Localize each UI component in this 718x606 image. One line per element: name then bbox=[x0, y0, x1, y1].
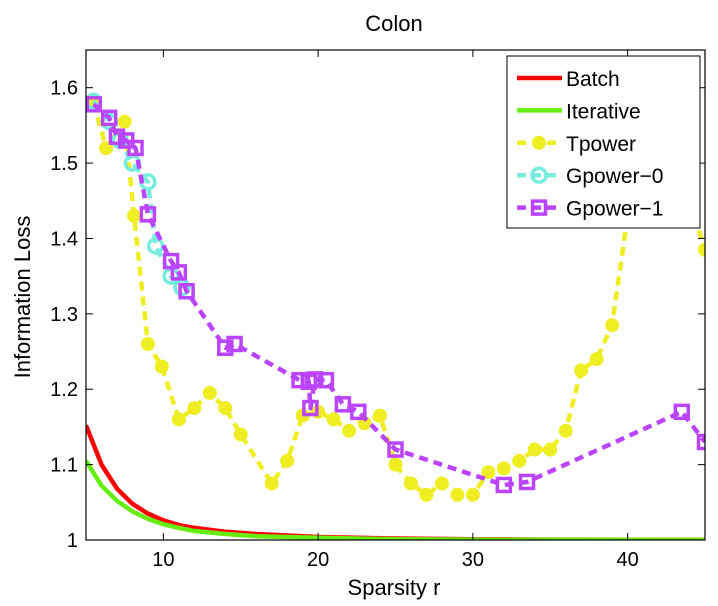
legend-label-gpower-1: Gpower−1 bbox=[566, 198, 663, 221]
y-tick-label: 1.5 bbox=[50, 153, 78, 175]
data-point-tpower bbox=[117, 114, 132, 129]
legend-label-gpower-0: Gpower−0 bbox=[566, 165, 663, 188]
legend: Batch Iterative Tpower Gpower−0 Gpower−1 bbox=[506, 55, 701, 229]
legend-marker-gpower-1 bbox=[530, 199, 548, 216]
data-point-tpower bbox=[450, 487, 465, 502]
data-point-gpower-1 bbox=[302, 399, 319, 417]
data-point-tpower bbox=[543, 442, 558, 457]
data-point-tpower bbox=[589, 352, 604, 367]
data-point-tpower bbox=[388, 457, 403, 472]
x-tick-label: 40 bbox=[617, 549, 639, 571]
series-tpower bbox=[86, 95, 705, 502]
series-gpower-1 bbox=[86, 96, 705, 494]
y-tick-label: 1.2 bbox=[50, 379, 78, 401]
data-point-gpower-1 bbox=[291, 371, 308, 389]
data-point-tpower bbox=[419, 487, 434, 502]
data-point-tpower bbox=[403, 476, 418, 491]
data-point-tpower bbox=[233, 427, 248, 442]
data-point-gpower-1 bbox=[696, 433, 705, 451]
data-point-gpower-1 bbox=[317, 371, 335, 389]
data-point-gpower-1 bbox=[673, 403, 691, 421]
x-tick-label: 20 bbox=[307, 549, 329, 571]
legend-marker-gpower-0 bbox=[530, 166, 548, 184]
data-point-gpower-1 bbox=[100, 109, 118, 127]
data-point-gpower-1 bbox=[518, 473, 536, 491]
data-point-gpower-1 bbox=[170, 264, 188, 281]
data-point-gpower-1 bbox=[139, 206, 157, 223]
chart-title: Colon bbox=[365, 11, 422, 36]
y-tick-label: 1.1 bbox=[50, 455, 78, 477]
data-point-tpower bbox=[512, 453, 527, 468]
y-tick-label: 1.3 bbox=[50, 304, 78, 326]
y-tick-label: 1.4 bbox=[50, 228, 78, 250]
data-point-gpower-1 bbox=[495, 476, 513, 494]
legend-entry-batch: Batch bbox=[517, 68, 620, 91]
data-point-tpower bbox=[218, 401, 233, 416]
data-point-gpower-1 bbox=[86, 96, 102, 113]
data-point-tpower bbox=[187, 401, 202, 416]
data-point-gpower-1 bbox=[108, 128, 126, 145]
data-point-tpower bbox=[481, 465, 496, 480]
data-point-gpower-1 bbox=[306, 371, 324, 388]
data-point-tpower bbox=[342, 423, 357, 438]
data-point-tpower bbox=[373, 408, 388, 423]
data-point-tpower bbox=[171, 412, 186, 427]
ticks-layer: 10 20 30 40 1 1.1 1.2 1.3 1.4 1.5 1.6 bbox=[50, 50, 705, 571]
data-point-tpower bbox=[280, 453, 295, 468]
legend-entry-tpower: Tpower bbox=[517, 133, 636, 156]
data-point-gpower-1 bbox=[334, 396, 352, 413]
x-tick-label: 10 bbox=[152, 549, 174, 571]
data-point-tpower bbox=[126, 208, 141, 223]
data-point-gpower-1 bbox=[387, 441, 404, 458]
data-point-tpower bbox=[527, 442, 542, 457]
data-point-tpower bbox=[605, 318, 620, 333]
x-tick-label: 30 bbox=[462, 549, 484, 571]
data-point-tpower bbox=[434, 476, 449, 491]
y-tick-label: 1.6 bbox=[50, 78, 78, 100]
legend-entry-gpower-0: Gpower−0 bbox=[517, 165, 663, 188]
y-tick-label: 1 bbox=[67, 530, 78, 552]
legend-marker-tpower bbox=[532, 135, 546, 150]
series-layer bbox=[86, 92, 705, 540]
data-point-tpower bbox=[140, 337, 155, 351]
data-point-tpower bbox=[326, 412, 341, 427]
data-point-tpower bbox=[698, 242, 705, 257]
data-point-tpower bbox=[574, 363, 589, 378]
data-point-tpower bbox=[154, 359, 169, 374]
data-point-tpower bbox=[202, 386, 217, 400]
data-point-tpower bbox=[264, 476, 279, 491]
data-point-tpower bbox=[496, 461, 511, 476]
legend-entry-gpower-1: Gpower−1 bbox=[517, 198, 663, 221]
data-point-gpower-1 bbox=[217, 339, 234, 357]
legend-entry-iterative: Iterative bbox=[517, 100, 641, 123]
data-point-gpower-1 bbox=[127, 139, 144, 157]
data-point-tpower bbox=[558, 423, 573, 438]
data-point-gpower-1 bbox=[226, 335, 243, 353]
y-axis-label: Information Loss bbox=[10, 216, 35, 379]
data-point-tpower bbox=[465, 487, 480, 502]
x-axis-label: Sparsity r bbox=[348, 575, 441, 600]
legend-label-batch: Batch bbox=[566, 68, 620, 91]
data-point-gpower-1 bbox=[178, 282, 195, 300]
legend-label-iterative: Iterative bbox=[566, 100, 641, 123]
data-point-gpower-1 bbox=[350, 403, 367, 421]
legend-label-tpower: Tpower bbox=[566, 133, 636, 156]
plot-frame bbox=[85, 49, 706, 541]
